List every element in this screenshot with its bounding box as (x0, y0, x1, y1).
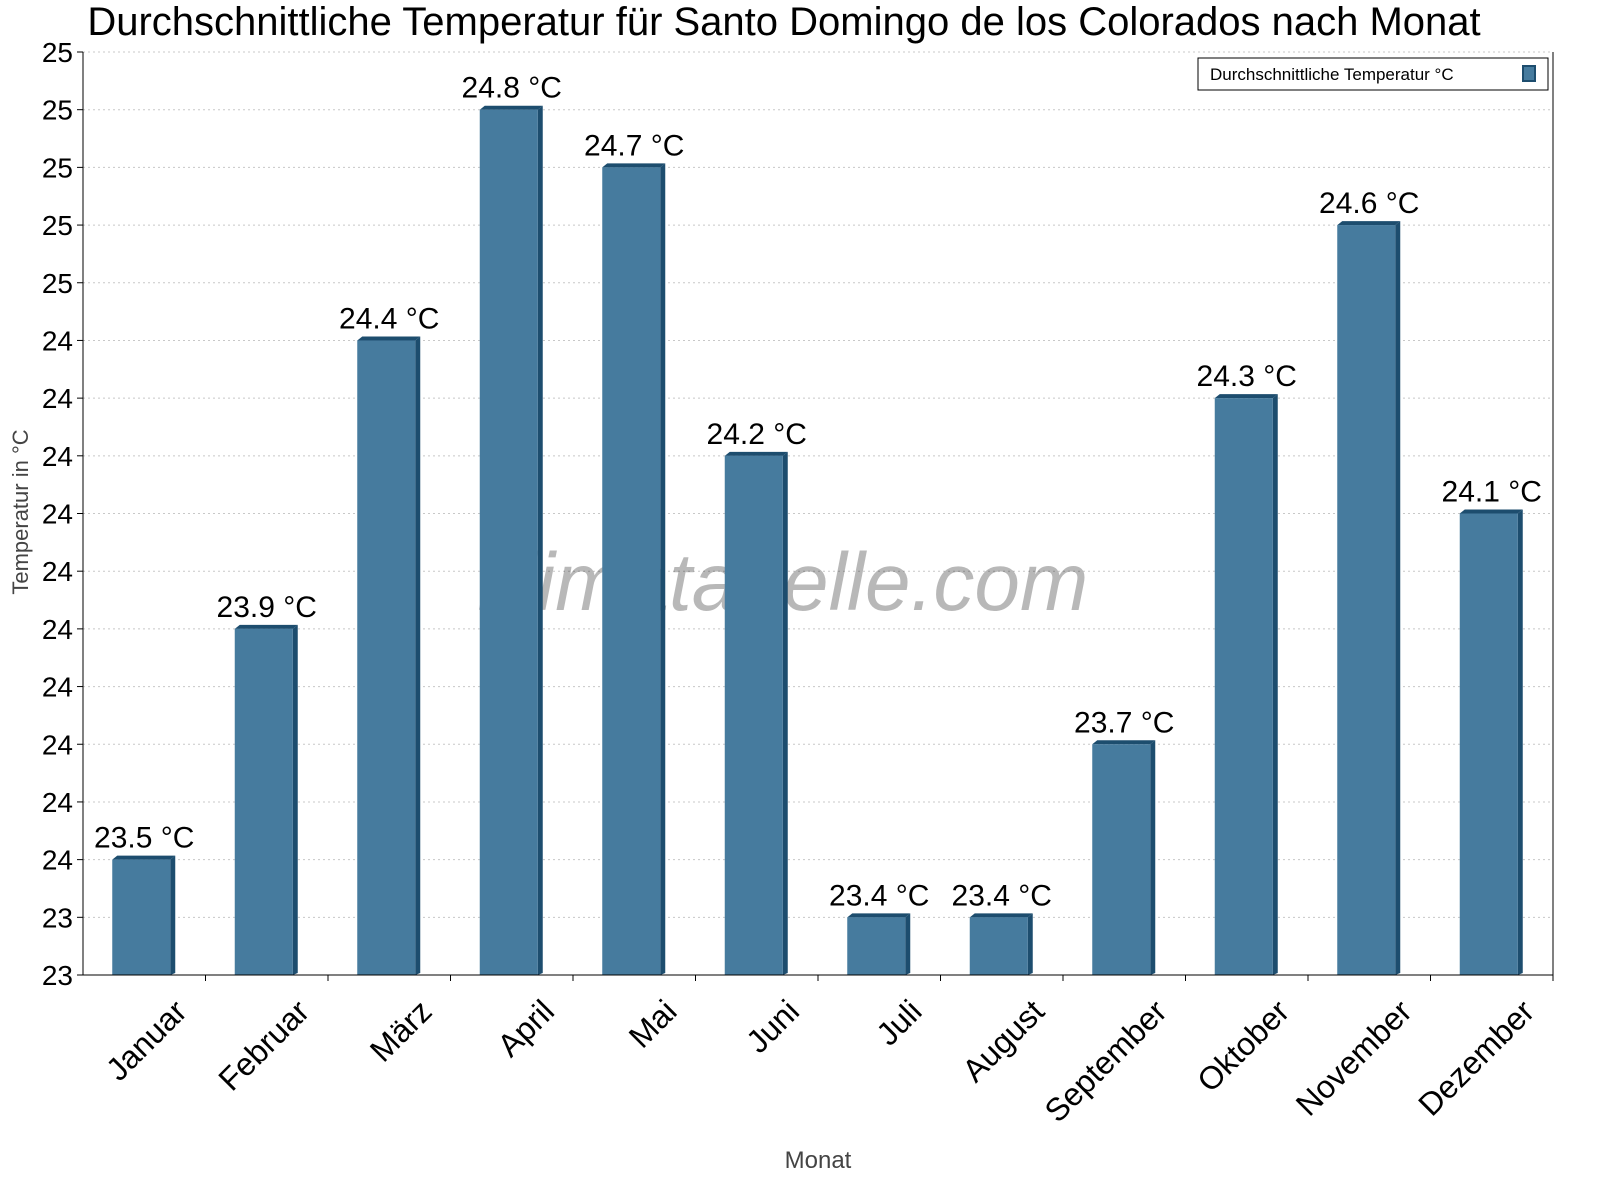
x-tick-label: Mai (622, 993, 684, 1055)
legend: Durchschnittliche Temperatur °C (1197, 57, 1549, 91)
y-tick-label: 24 (42, 672, 73, 703)
bars: 23.5 °C 23.9 °C 24.4 °C 24.8 °C 24.7 °C 24.2 … (94, 72, 1542, 975)
data-label: 24.8 °C (462, 72, 562, 105)
bar-März (357, 340, 416, 975)
bar-April (479, 109, 538, 975)
bar-Januar (112, 859, 171, 975)
y-tick-label: 24 (42, 556, 73, 587)
bar-top (1337, 221, 1401, 226)
bar-top (234, 624, 298, 629)
x-tick-label: Juni (739, 993, 806, 1060)
x-tick-label: Juli (869, 993, 928, 1052)
legend-swatch (1522, 65, 1536, 82)
data-label: 23.7 °C (1074, 706, 1174, 739)
data-label: 24.3 °C (1197, 360, 1297, 393)
y-axis-label: Temperatur in °C (8, 429, 33, 594)
bar-top (1214, 394, 1278, 399)
y-tick-label: 24 (42, 499, 73, 530)
y-tick-label: 23 (42, 960, 73, 991)
bar-side (660, 163, 666, 975)
bar-side (1272, 394, 1278, 975)
bar-side (1027, 913, 1033, 975)
bar-top (969, 913, 1033, 918)
y-tick-label: 23 (42, 902, 73, 933)
x-tick-label: November (1289, 993, 1419, 1123)
data-label: 24.4 °C (339, 302, 439, 335)
y-tick-label: 24 (42, 614, 73, 645)
bar-September (1092, 744, 1151, 975)
bar-side (537, 105, 543, 975)
x-tick-label: September (1037, 993, 1173, 1129)
bar-November (1337, 225, 1396, 975)
y-tick-label: 24 (42, 383, 73, 414)
x-tick-label: Dezember (1411, 993, 1541, 1123)
bar-top (357, 336, 421, 341)
bar-Oktober (1214, 398, 1273, 975)
bar-top (1459, 509, 1523, 514)
bar-side (905, 913, 911, 975)
legend-label: Durchschnittliche Temperatur °C (1210, 65, 1454, 84)
data-label: 24.1 °C (1442, 476, 1542, 509)
bar-side (170, 855, 176, 975)
bar-top (847, 913, 911, 918)
data-label: 23.4 °C (829, 879, 929, 912)
bar-top (724, 451, 788, 456)
bar-Juli (847, 917, 906, 975)
x-axis-label: Monat (785, 1147, 852, 1174)
x-tick-label: Oktober (1190, 993, 1296, 1099)
data-label: 23.9 °C (217, 591, 317, 624)
bar-top (1092, 740, 1156, 745)
y-tick-label: 25 (42, 152, 73, 183)
bar-side (1395, 221, 1401, 975)
data-label: 24.7 °C (584, 129, 684, 162)
x-tick-label: Februar (211, 993, 316, 1098)
bar-side (782, 451, 788, 975)
bar-top (602, 163, 666, 168)
x-tick-label: April (490, 993, 561, 1064)
data-label: 24.6 °C (1319, 187, 1419, 220)
y-tick-label: 24 (42, 787, 73, 818)
chart-title: Durchschnittliche Temperatur für Santo D… (87, 0, 1480, 44)
data-label: 23.5 °C (94, 822, 194, 855)
bar-Juni (724, 455, 783, 975)
bar-top (112, 855, 176, 860)
x-tick-label: März (363, 993, 439, 1069)
bar-Februar (234, 628, 293, 975)
bar-side (292, 624, 298, 975)
bar-top (479, 105, 543, 110)
y-tick-label: 25 (42, 37, 73, 68)
y-tick-label: 25 (42, 95, 73, 126)
bar-Mai (602, 167, 661, 975)
y-tick-label: 25 (42, 268, 73, 299)
y-tick-label: 24 (42, 845, 73, 876)
bar-side (415, 336, 421, 975)
bar-side (1517, 509, 1523, 975)
y-tick-label: 24 (42, 729, 73, 760)
y-tick-label: 24 (42, 441, 73, 472)
x-tick-label: Januar (99, 993, 194, 1088)
grid-lines (83, 51, 1553, 918)
data-label: 23.4 °C (952, 879, 1052, 912)
bar-August (969, 917, 1028, 975)
y-tick-label: 25 (42, 210, 73, 241)
x-tick-label: August (955, 993, 1051, 1089)
data-label: 24.2 °C (707, 418, 807, 451)
bar-side (1150, 740, 1156, 975)
y-tick-label: 24 (42, 325, 73, 356)
bar-Dezember (1459, 513, 1518, 975)
